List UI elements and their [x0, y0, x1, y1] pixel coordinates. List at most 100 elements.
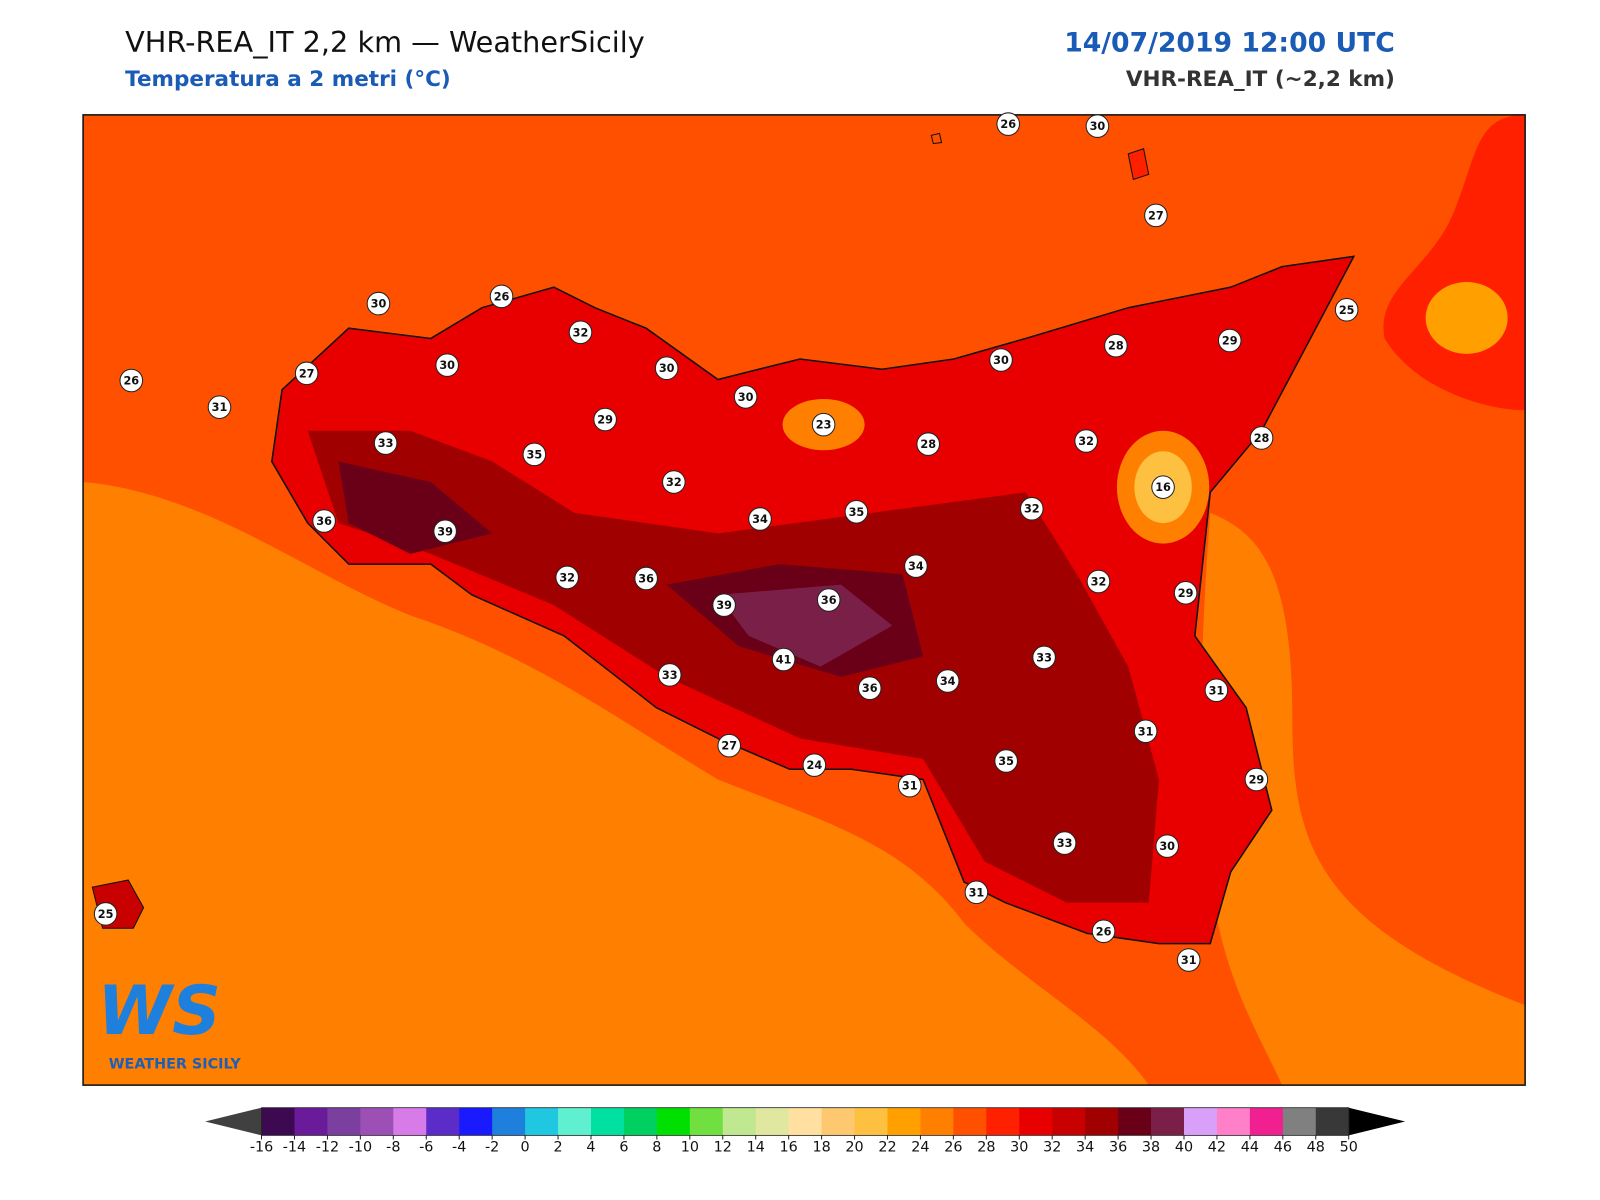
colorbar: -16 -14 -12 -10 -8 -6 -4 -2 0 2 4 6 8 10 12 14 16 18 20 22 2… [205, 1107, 1406, 1156]
station-value: 28 [1108, 340, 1124, 353]
colorbar-swatch [1216, 1107, 1251, 1136]
colorbar-tick-label: 12 [714, 1140, 732, 1156]
station-value: 30 [738, 391, 754, 404]
colorbar-tick-label: 20 [845, 1140, 863, 1156]
colorbar-over [1348, 1107, 1406, 1136]
station-value: 31 [1138, 725, 1154, 738]
station-marker [1086, 569, 1111, 594]
colorbar-tick-label: -12 [316, 1140, 339, 1156]
colorbar-tick-label: 48 [1307, 1140, 1325, 1156]
colorbar-swatch [920, 1107, 954, 1136]
lipari [1127, 148, 1150, 181]
colorbar-tick-label: 30 [1010, 1140, 1028, 1156]
station-marker [568, 320, 593, 345]
station-marker [657, 663, 682, 687]
map-field [83, 114, 1526, 1086]
station-marker [904, 554, 928, 578]
station-value: 39 [437, 525, 453, 538]
colorbar-tick-label: 36 [1109, 1140, 1127, 1156]
station-value: 33 [1057, 837, 1073, 850]
logo-name: WEATHER SICILY [109, 1057, 242, 1073]
station-marker [1052, 831, 1077, 855]
colorbar-swatch [722, 1107, 757, 1136]
station-value: 31 [1181, 954, 1197, 967]
station-marker [1133, 719, 1158, 744]
station-marker [1085, 114, 1110, 138]
colorbar-tick-label: 16 [780, 1140, 798, 1156]
calabria-hills [1425, 282, 1508, 354]
colorbar-tick-label: 10 [681, 1140, 699, 1156]
station-value: 32 [1091, 576, 1107, 589]
logo-mark: WS [97, 971, 220, 1050]
station-marker [373, 431, 398, 455]
station-value: 31 [969, 886, 985, 899]
station-value: 28 [1254, 432, 1270, 445]
station-value: 27 [299, 367, 315, 380]
station-marker [994, 749, 1018, 773]
station-value: 27 [721, 740, 737, 753]
station-marker [1144, 203, 1168, 228]
station-value: 24 [807, 759, 823, 772]
colorbar-swatch [953, 1107, 987, 1136]
station-marker [802, 753, 827, 777]
colorbar-tick-label: -8 [386, 1140, 400, 1156]
station-marker [93, 902, 118, 926]
station-marker [634, 566, 658, 591]
station-value: 34 [908, 560, 924, 573]
colorbar-tick-label: 18 [812, 1140, 830, 1156]
colorbar-tick-label: 26 [944, 1140, 962, 1156]
colorbar-swatch [1019, 1107, 1053, 1136]
station-value: 30 [993, 354, 1009, 367]
station-marker [857, 676, 882, 700]
colorbar-swatch [393, 1107, 427, 1136]
station-value: 29 [1178, 587, 1194, 600]
station-marker [1019, 496, 1044, 521]
station-value: 32 [559, 571, 575, 584]
interior [307, 430, 1159, 903]
station-value: 25 [98, 908, 114, 921]
station-marker [1151, 475, 1175, 499]
colorbar-swatch [1151, 1107, 1185, 1136]
station-value: 35 [849, 506, 865, 519]
station-value: 29 [597, 414, 613, 427]
station-value: 30 [439, 359, 455, 372]
station-value: 26 [123, 375, 139, 388]
station-marker [1104, 333, 1128, 358]
station-marker [435, 353, 459, 377]
map-frame [82, 114, 1526, 1086]
station-value: 32 [1024, 503, 1040, 516]
station-marker [916, 432, 940, 456]
station-value: 36 [862, 682, 878, 695]
station-value: 35 [998, 755, 1014, 768]
station-marker [119, 368, 144, 393]
colorbar-tick-label: 4 [586, 1140, 595, 1156]
station-marker [1032, 645, 1056, 670]
sea-south [83, 482, 1149, 1086]
station-value: 33 [1036, 651, 1052, 664]
colorbar-swatch [525, 1107, 559, 1136]
station-value: 28 [920, 438, 936, 451]
station-value: 30 [1090, 120, 1106, 133]
colorbar-swatch [426, 1107, 460, 1136]
subtitle: Temperatura a 2 metri (°C) [125, 67, 451, 92]
station-value: 31 [212, 401, 228, 414]
station-value: 36 [821, 594, 837, 607]
station-marker [433, 519, 457, 544]
colorbar-tick-label: 2 [553, 1140, 562, 1156]
station-marker [312, 509, 336, 533]
colorbar-swatch [1052, 1107, 1086, 1136]
station-value: 33 [662, 669, 678, 682]
colorbar-tick-label: 38 [1142, 1140, 1160, 1156]
colorbar-tick-label: -14 [283, 1140, 306, 1156]
colorbar-swatch [656, 1107, 691, 1136]
stations: 26 30 27 30 26 32 25 26 27 30 30 30 28 29 31 30 29 23 28 32… [93, 112, 1359, 972]
colorbar-tick-label: -10 [349, 1140, 372, 1156]
station-value: 32 [666, 476, 682, 489]
station-value: 27 [1148, 209, 1164, 222]
ustica [930, 132, 943, 145]
station-marker [207, 395, 232, 419]
station-marker [935, 669, 960, 693]
colorbar-tick-label: -16 [250, 1140, 273, 1156]
